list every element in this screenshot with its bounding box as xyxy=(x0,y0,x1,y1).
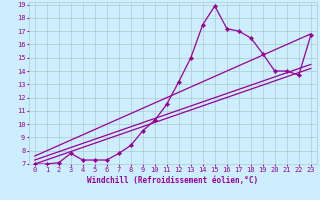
X-axis label: Windchill (Refroidissement éolien,°C): Windchill (Refroidissement éolien,°C) xyxy=(87,176,258,185)
